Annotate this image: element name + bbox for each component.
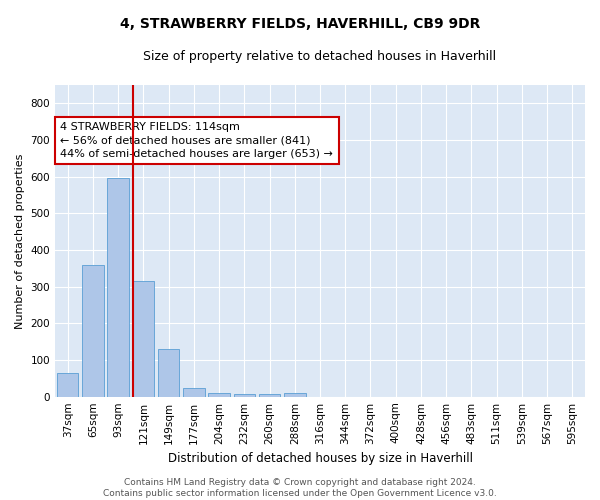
Bar (107, 178, 129, 396)
Bar (208, 394, 230, 396)
Bar (259, 394, 280, 396)
Text: 4, STRAWBERRY FIELDS, HAVERHILL, CB9 9DR: 4, STRAWBERRY FIELDS, HAVERHILL, CB9 9DR (120, 18, 480, 32)
X-axis label: Distribution of detached houses by size in Haverhill: Distribution of detached houses by size … (167, 452, 473, 465)
Title: Size of property relative to detached houses in Haverhill: Size of property relative to detached ho… (143, 50, 497, 63)
Bar (284, 393, 305, 396)
Bar (133, 281, 154, 396)
Text: 4 STRAWBERRY FIELDS: 114sqm
← 56% of detached houses are smaller (841)
44% of se: 4 STRAWBERRY FIELDS: 114sqm ← 56% of det… (61, 122, 333, 159)
Bar (82, 266, 104, 396)
Bar (57, 373, 79, 396)
Bar (233, 394, 255, 396)
Y-axis label: Number of detached properties: Number of detached properties (15, 153, 25, 328)
Bar (158, 349, 179, 397)
Bar (183, 388, 205, 396)
Text: Contains HM Land Registry data © Crown copyright and database right 2024.
Contai: Contains HM Land Registry data © Crown c… (103, 478, 497, 498)
